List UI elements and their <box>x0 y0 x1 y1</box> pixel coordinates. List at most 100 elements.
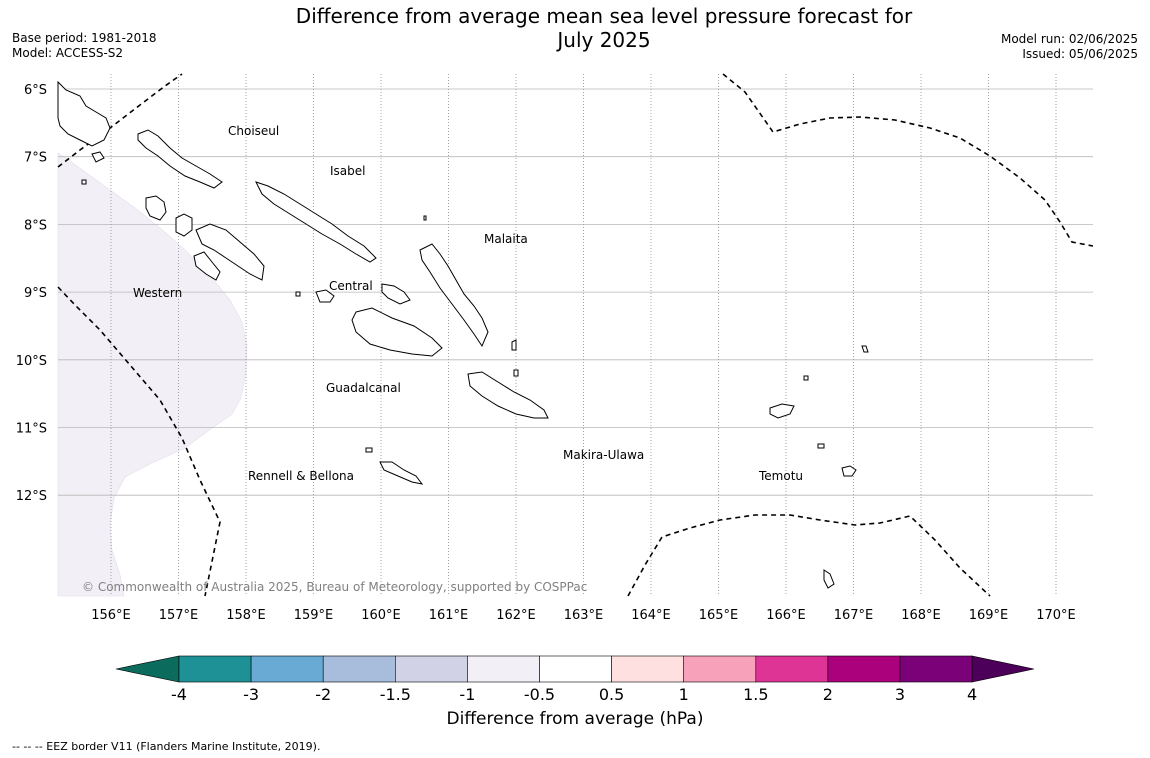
lon-label: 162°E <box>496 608 536 623</box>
copyright-text: © Commonwealth of Australia 2025, Bureau… <box>82 580 588 594</box>
colorbar-bin <box>899 655 973 683</box>
title-line-1: Difference from average mean sea level p… <box>295 4 913 28</box>
region-label-isabel: Isabel <box>330 164 365 178</box>
lat-label: 9°S <box>24 286 47 301</box>
region-label-central: Central <box>329 279 373 293</box>
footnote-eez-source: -- -- -- EEZ border V11 (Flanders Marine… <box>12 740 321 753</box>
lon-label: 169°E <box>969 608 1009 623</box>
island-small-3 <box>91 151 105 163</box>
lon-label: 160°E <box>361 608 401 623</box>
title-line-2: July 2025 <box>557 28 651 52</box>
colorbar-bin <box>394 655 468 683</box>
lon-label: 158°E <box>226 608 266 623</box>
island-bellona <box>365 447 373 453</box>
lon-label: 159°E <box>294 608 334 623</box>
colorbar-tick-label: 4 <box>967 685 977 704</box>
eez-border-south <box>627 514 991 597</box>
colorbar-tick-label: 2 <box>823 685 833 704</box>
eez-border-west <box>57 286 221 597</box>
colorbar-tick-label: -1.5 <box>380 685 411 704</box>
colorbar <box>115 655 1035 683</box>
region-label-choiseul: Choiseul <box>228 124 279 138</box>
island-utupua <box>817 443 825 449</box>
lat-label: 6°S <box>24 83 47 98</box>
base-period-text: Base period: 1981-2018 <box>12 31 157 45</box>
island-guadalcanal <box>351 307 443 357</box>
lon-labels: 156°E 157°E 158°E 159°E 160°E 161°E 162°E 163°E… <box>91 608 1076 623</box>
island-small-2 <box>423 215 427 221</box>
colorbar-bin <box>827 655 901 683</box>
lon-label: 156°E <box>91 608 131 623</box>
colorbar-bin <box>539 655 612 683</box>
island-isabel <box>255 181 377 263</box>
lon-label: 163°E <box>564 608 604 623</box>
colorbar-bin <box>250 655 324 683</box>
colorbar-tick-label: -1 <box>459 685 475 704</box>
lat-label: 12°S <box>16 489 47 504</box>
island-reef-islands <box>803 375 809 381</box>
region-label-rennell: Rennell & Bellona <box>248 469 354 483</box>
anomaly-shading-region <box>57 152 248 597</box>
colorbar-label: Difference from average (hPa) <box>446 709 704 729</box>
lat-label: 10°S <box>16 354 47 369</box>
colorbar-bin <box>683 655 757 683</box>
colorbar-tick-label: -4 <box>171 685 187 704</box>
colorbar-bin <box>755 655 829 683</box>
lon-label: 164°E <box>631 608 671 623</box>
lat-labels: 6°S 7°S 8°S 9°S 10°S 11°S 12°S <box>16 83 47 504</box>
island-choiseul <box>137 129 223 189</box>
region-labels: Choiseul Isabel Malaita Western Central … <box>133 124 803 483</box>
lon-label: 157°E <box>159 608 199 623</box>
colorbar-extend-max <box>971 655 1035 683</box>
colorbar-tick-labels: -4 -3 -2 -1.5 -1 -0.5 0.5 1 1.5 2 3 4 <box>171 685 977 704</box>
lat-label: 7°S <box>24 151 47 166</box>
island-russell <box>315 289 335 303</box>
island-florida <box>381 283 411 305</box>
colorbar-tick-label: 1.5 <box>743 685 768 704</box>
island-vellalavella <box>145 195 167 221</box>
meta-left: Base period: 1981-2018 Model: ACCESS-S2 <box>12 31 157 61</box>
island-duff <box>861 345 869 353</box>
island-newgeorgia <box>195 223 265 281</box>
island-bougainville <box>57 80 111 147</box>
colorbar-bin <box>467 655 540 683</box>
region-label-temotu: Temotu <box>758 469 803 483</box>
colorbar-tick-label: 3 <box>895 685 905 704</box>
chart-title: Difference from average mean sea level p… <box>0 4 1150 52</box>
lat-gridlines <box>58 88 1093 496</box>
eez-border-northwest <box>57 73 183 168</box>
islands <box>57 80 869 589</box>
lon-gridlines <box>110 74 1057 596</box>
colorbar-tick-label: 0.5 <box>599 685 624 704</box>
lon-label: 168°E <box>901 608 941 623</box>
lat-label: 11°S <box>16 422 47 437</box>
island-rennell <box>379 461 424 485</box>
meta-right: Model run: 02/06/2025 Issued: 05/06/2025 <box>1001 32 1138 62</box>
lon-label: 170°E <box>1036 608 1076 623</box>
colorbar-tick-label: -3 <box>243 685 259 704</box>
colorbar-extend-min <box>115 655 180 683</box>
island-smallmalaita <box>511 339 517 351</box>
model-run-text: Model run: 02/06/2025 <box>1000 32 1138 46</box>
eez-border-northeast <box>722 73 1094 247</box>
island-kolombangara <box>175 213 193 237</box>
region-label-guadalcanal: Guadalcanal <box>326 381 401 395</box>
island-ndeni <box>769 403 795 419</box>
island-vanikoro <box>841 465 857 477</box>
island-makira <box>467 371 549 419</box>
model-text: Model: ACCESS-S2 <box>12 46 124 60</box>
colorbar-tick-label: -2 <box>315 685 331 704</box>
lat-label: 8°S <box>24 218 47 233</box>
lon-label: 167°E <box>834 608 874 623</box>
colorbar-bin <box>178 655 252 683</box>
lon-label: 165°E <box>699 608 739 623</box>
lon-label: 166°E <box>766 608 806 623</box>
region-label-malaita: Malaita <box>484 232 528 246</box>
eez-borders <box>57 73 1094 597</box>
island-rendova <box>193 251 221 281</box>
lon-label: 161°E <box>429 608 469 623</box>
island-savo <box>295 291 301 297</box>
colorbar-bin <box>611 655 684 683</box>
island-small-1 <box>81 179 87 185</box>
